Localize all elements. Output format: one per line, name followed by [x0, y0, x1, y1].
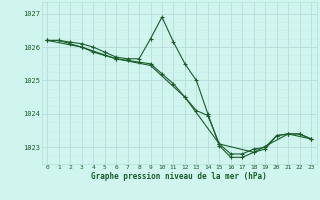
- X-axis label: Graphe pression niveau de la mer (hPa): Graphe pression niveau de la mer (hPa): [91, 172, 267, 181]
